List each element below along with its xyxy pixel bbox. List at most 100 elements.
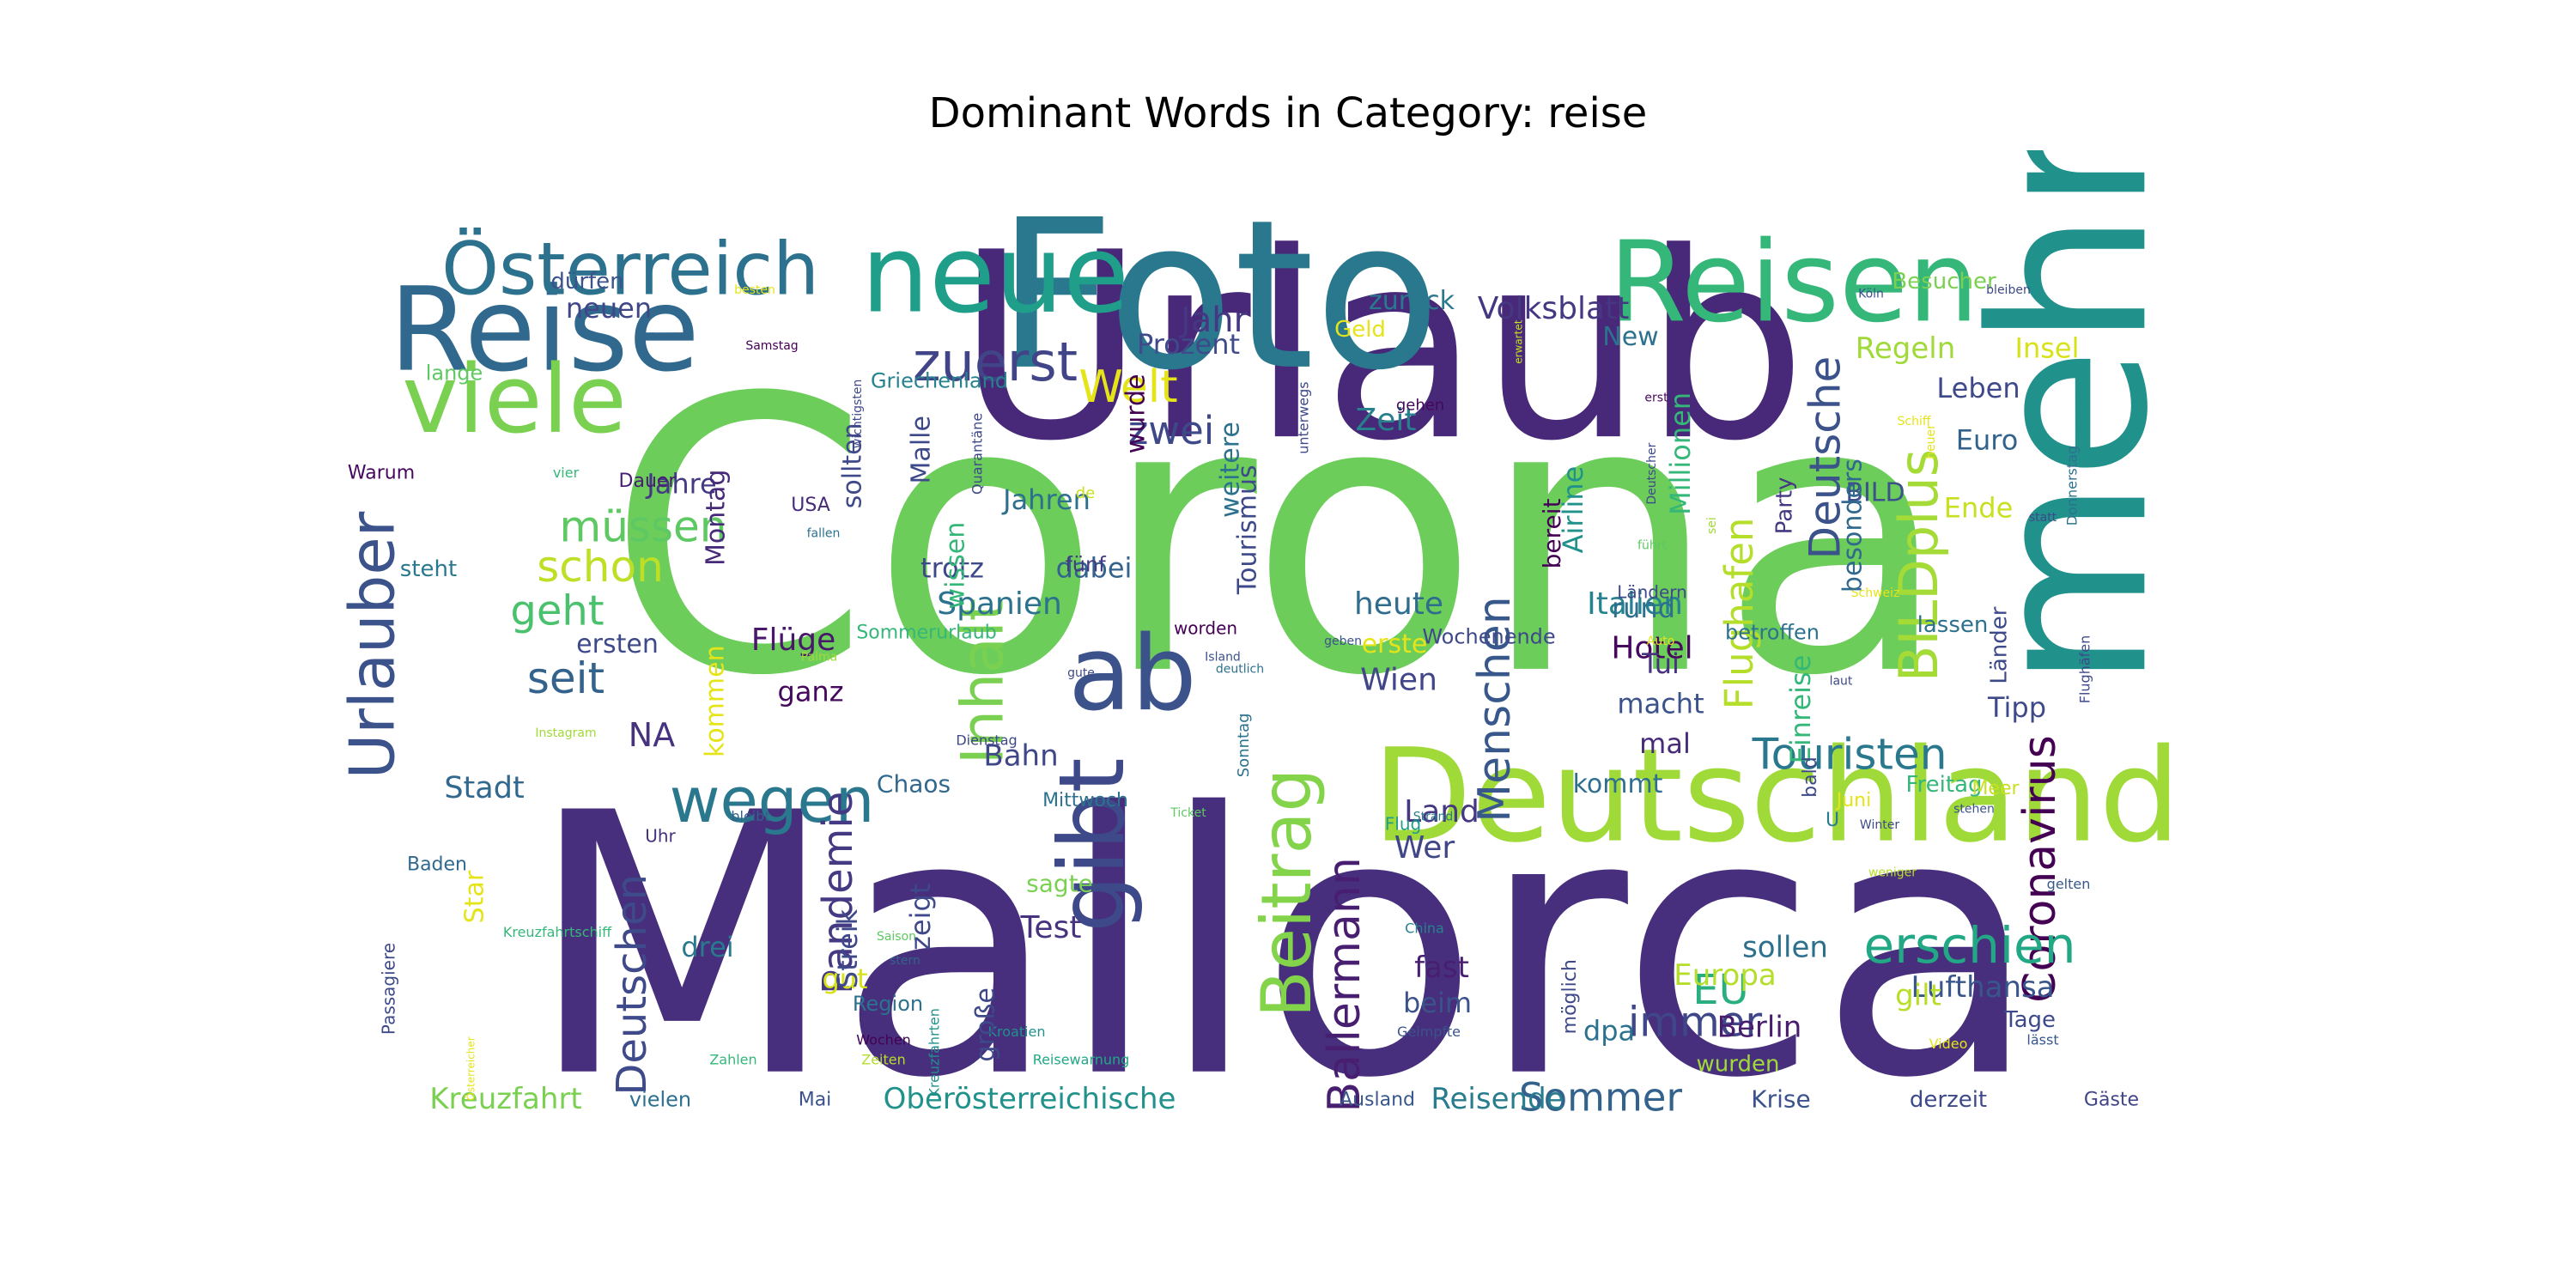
- word-usa: USA: [791, 495, 830, 516]
- word-wichtigsten: wichtigsten: [851, 380, 865, 448]
- word-volksblatt: Volksblatt: [1478, 291, 1630, 326]
- word-inhalt: Inhalt: [950, 598, 1018, 764]
- word-mehr: mehr: [1945, 150, 2195, 689]
- word-sonntag: Sonntag: [1235, 713, 1253, 777]
- word-chaos: Chaos: [877, 769, 951, 798]
- word-quarantaene: Quarantäne: [969, 413, 986, 495]
- word-reise: Reise: [389, 263, 700, 398]
- word-steht: steht: [400, 556, 457, 582]
- word-macht: macht: [1617, 687, 1704, 720]
- word-vier: vier: [553, 465, 580, 481]
- word-freitag: Freitag: [1905, 772, 1982, 798]
- word-lassen: lassen: [1917, 612, 1989, 638]
- word-airline: Airline: [1557, 466, 1589, 554]
- word-sollen: sollen: [1742, 931, 1828, 965]
- word-betroffen: betroffen: [1725, 621, 1820, 645]
- word-rund: rund: [1612, 592, 1675, 624]
- word-wien: Wien: [1360, 662, 1437, 697]
- word-zeit: Zeit: [1356, 403, 1417, 438]
- word-instagram: Instagram: [535, 726, 596, 740]
- word-dabei: dabei: [1056, 551, 1133, 584]
- word-seit: seit: [527, 653, 605, 703]
- word-zurueck: zurück: [1369, 286, 1455, 316]
- word-fallen: fallen: [807, 526, 841, 540]
- word-deutschland: Deutschland: [1372, 722, 2180, 872]
- word-island: Island: [1205, 651, 1241, 665]
- word-lange: lange: [426, 361, 483, 385]
- word-sollten: sollten: [838, 422, 868, 508]
- word-weniger: weniger: [1868, 866, 1917, 880]
- word-kreuzfahrten: Kreuzfahrten: [927, 1008, 943, 1097]
- word-unterwegs: unterwegs: [1296, 381, 1312, 453]
- word-laender: Länder: [1987, 606, 2013, 683]
- word-fuehrt: führt: [1637, 538, 1667, 552]
- word-gelten: gelten: [2047, 876, 2091, 892]
- word-ballermann: Ballermann: [1319, 857, 1370, 1112]
- word-donnerstag: Donnerstag: [2064, 446, 2081, 526]
- word-zeigt: zeigt: [904, 884, 937, 951]
- word-hotel: Hotel: [1611, 630, 1692, 665]
- word-tage: Tage: [2003, 1007, 2056, 1033]
- word-deutschen: Deutschen: [608, 874, 656, 1096]
- word-erwartet: erwartet: [1513, 319, 1525, 364]
- word-sagte: sagte: [1026, 870, 1093, 898]
- word-fuenf: fünf: [1065, 553, 1106, 577]
- word-duerfen: dürfen: [550, 269, 623, 295]
- word-millionen: Millionen: [1664, 392, 1697, 515]
- word-geht: geht: [510, 586, 604, 635]
- word-party: Party: [1772, 477, 1798, 534]
- word-zeiten: Zeiten: [861, 1052, 906, 1068]
- word-kommen: kommen: [701, 645, 731, 757]
- word-deutsche: Deutsche: [1801, 356, 1850, 560]
- word-neue: neue: [861, 213, 1129, 337]
- word-flughaefen: Flughäfen: [2077, 635, 2093, 704]
- word-sei: sei: [1705, 517, 1719, 534]
- word-berlin: Berlin: [1717, 1011, 1802, 1045]
- word-griechenland: Griechenland: [871, 369, 1008, 393]
- word-region: Region: [853, 992, 923, 1016]
- word-jahre: Jahre: [645, 468, 716, 501]
- word-china: China: [1405, 920, 1444, 936]
- word-wochenende: Wochenende: [1422, 624, 1555, 648]
- word-streik: Streik: [831, 908, 864, 988]
- word-spanien: Spanien: [937, 586, 1062, 622]
- word-moeglich: möglich: [1559, 959, 1581, 1034]
- word-star: Star: [460, 870, 490, 923]
- word-welt: Welt: [1078, 361, 1177, 413]
- word-kommt: kommt: [1573, 769, 1663, 799]
- word-derzeit: derzeit: [1910, 1087, 1987, 1113]
- word-europa: Europa: [1674, 958, 1776, 993]
- word-passagiere: Passagiere: [379, 943, 399, 1035]
- word-vielen: vielen: [629, 1088, 691, 1112]
- word-zwei: zwei: [1128, 408, 1215, 453]
- word-bald: bald: [1800, 756, 1821, 798]
- word-wegen: wegen: [670, 764, 875, 836]
- word-heuer: heuer: [1924, 424, 1938, 459]
- word-meer: Meer: [1971, 778, 2020, 799]
- word-weitere: weitere: [1216, 422, 1246, 518]
- word-regeln: Regeln: [1856, 331, 1956, 366]
- word-mai: Mai: [799, 1090, 832, 1111]
- word-reisewarnung: Reisewarnung: [1033, 1052, 1130, 1068]
- word-kroatien: Kroatien: [987, 1024, 1045, 1040]
- word-besucher: Besucher: [1892, 269, 1996, 295]
- word-deutscher: Deutscher: [1645, 442, 1659, 504]
- word-ausland: Ausland: [1340, 1090, 1415, 1111]
- word-leben: Leben: [1936, 372, 2020, 404]
- word-mittwoch: Mittwoch: [1042, 790, 1128, 811]
- word-fast: fast: [1414, 951, 1469, 985]
- word-montag: Montag: [702, 470, 732, 566]
- word-lufthansa: Lufthansa: [1911, 970, 2054, 1005]
- word-strand: Strand: [1413, 811, 1453, 824]
- word-gehen: gehen: [1396, 397, 1444, 415]
- word-immer: immer: [1628, 998, 1762, 1046]
- word-beitrag: Beitrag: [1247, 769, 1327, 1018]
- word-gilt: gilt: [1895, 978, 1941, 1012]
- word-menschen: Menschen: [1469, 596, 1521, 822]
- word-oesterreich: Österreich: [441, 227, 819, 313]
- word-ticket: Ticket: [1170, 806, 1206, 820]
- word-urlauber: Urlauber: [337, 511, 409, 779]
- word-neuen: neuen: [566, 292, 652, 325]
- word-bleibt: bleibt: [731, 808, 769, 824]
